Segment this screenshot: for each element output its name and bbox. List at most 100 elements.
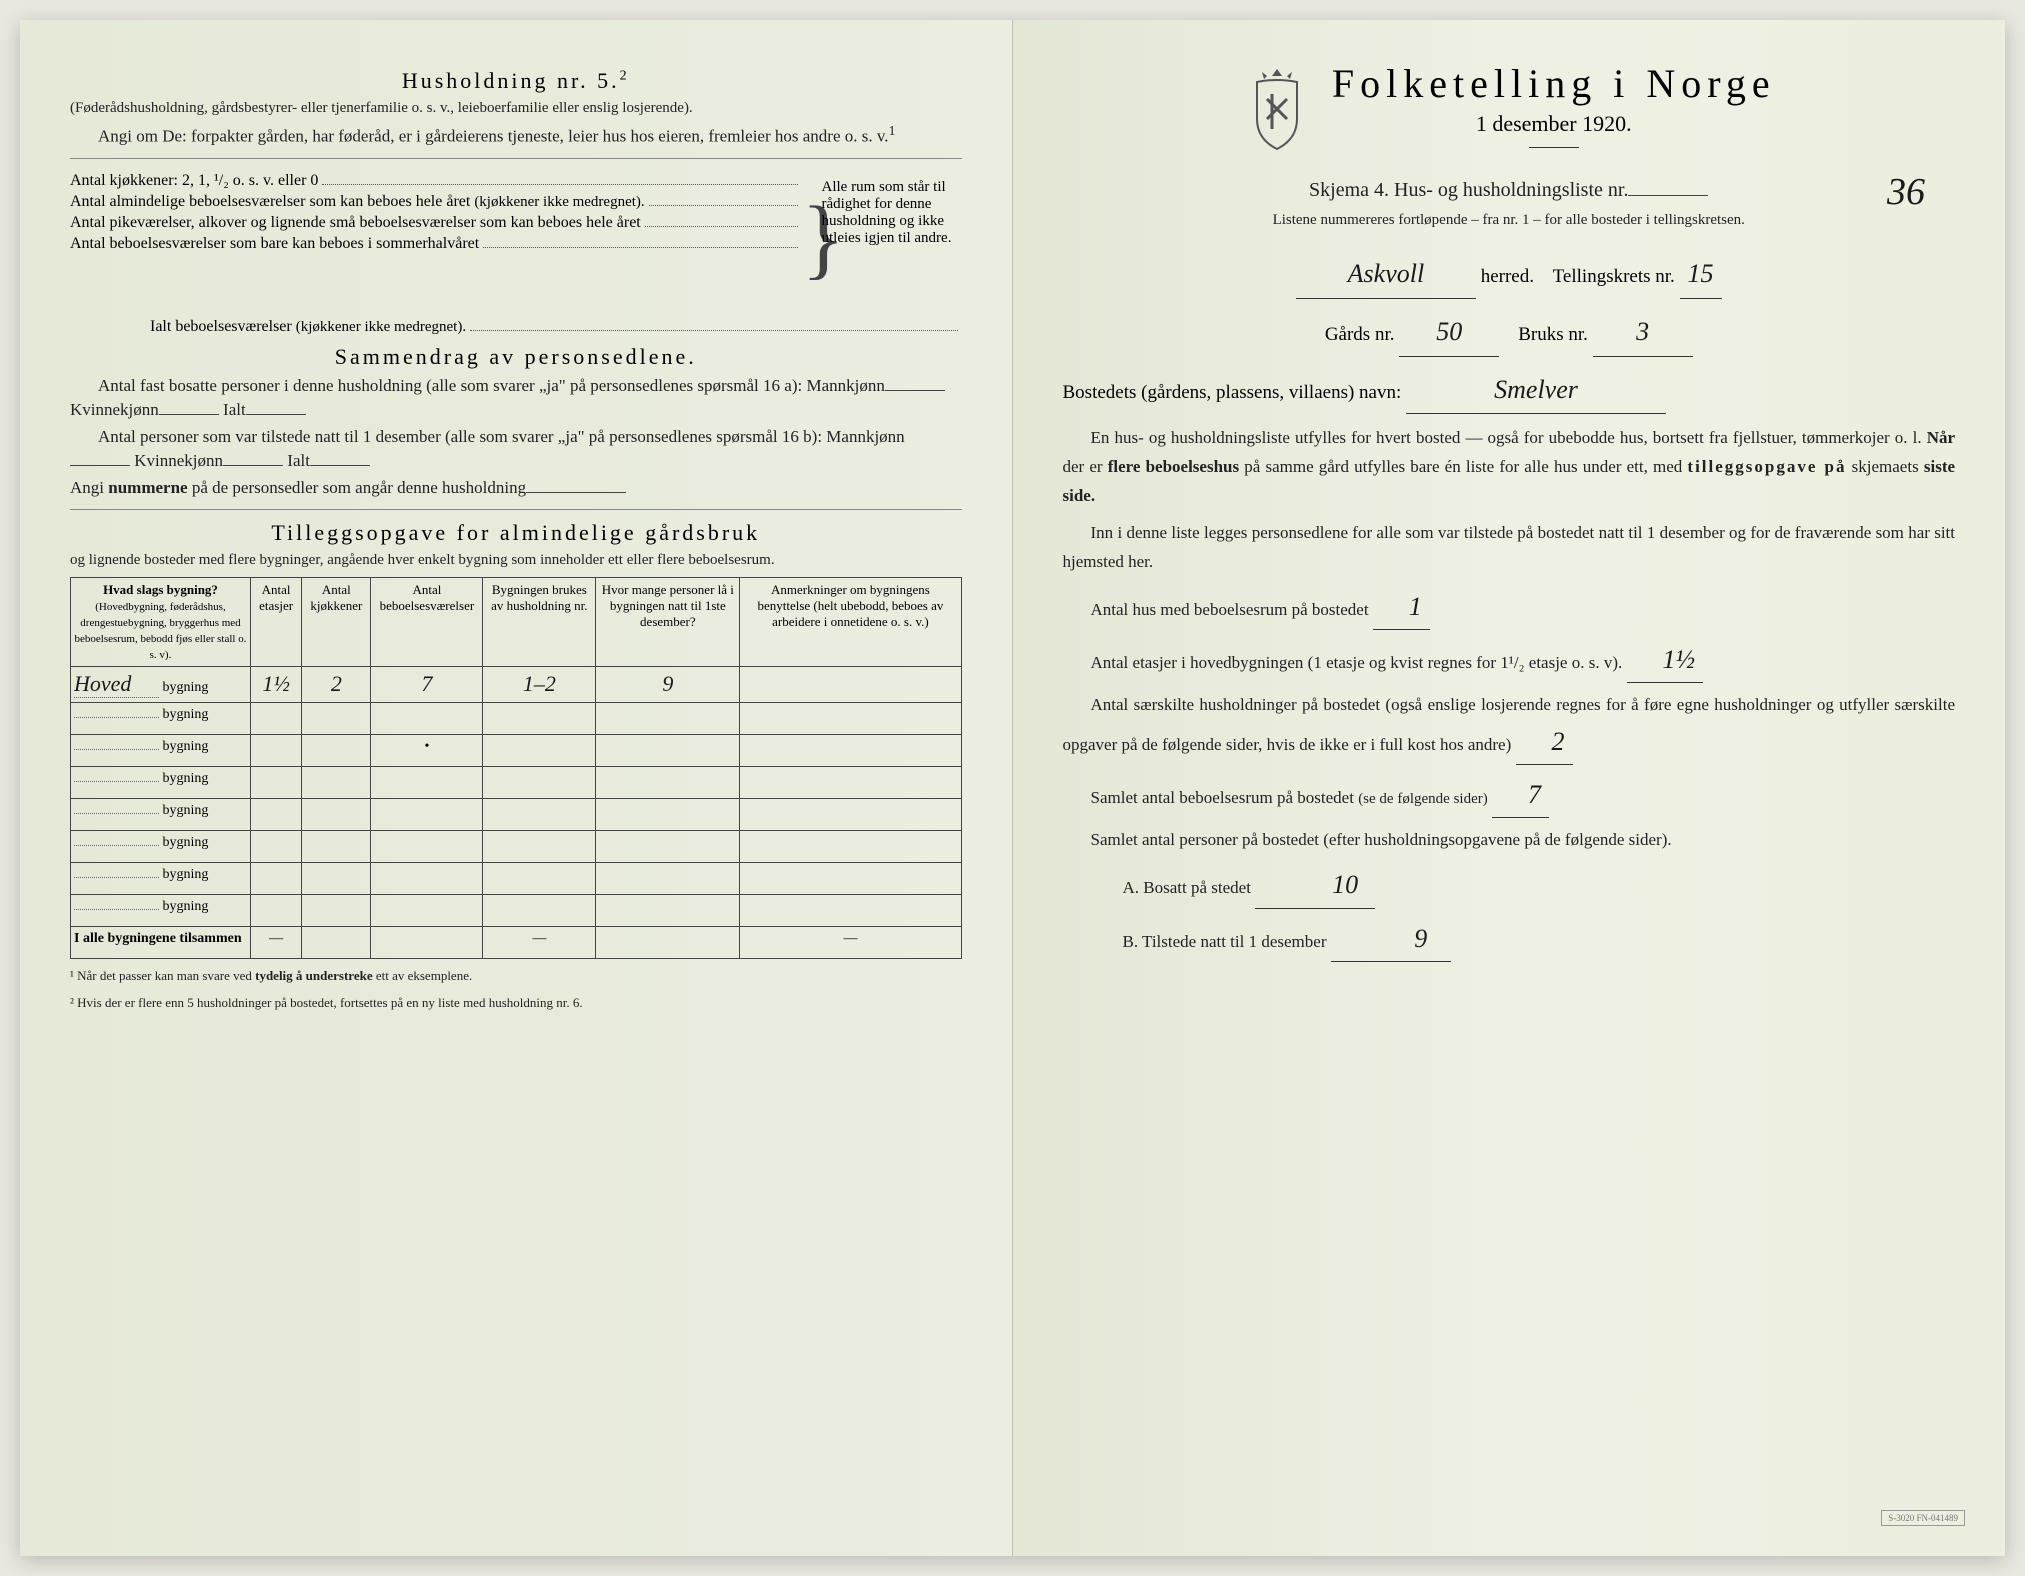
rooms2-row: Antal pikeværelser, alkover og lignende … [70,211,802,232]
angi-text: Angi om De: forpakter gården, har føderå… [98,127,889,146]
angi-num-rest: på de personsedler som angår denne husho… [192,478,526,497]
sam-ialt: Ialt [223,400,246,419]
right-page: Folketelling i Norge 1 desember 1920. 36… [1013,20,2006,1556]
dots [322,169,797,185]
p1-b3: tilleggsopgave på [1687,457,1846,476]
cell [740,831,961,863]
cell-type: bygning [71,799,251,831]
fill [70,465,130,466]
angi-num-line: Angi nummerne på de personsedler som ang… [70,476,962,500]
q4-row: Samlet antal beboelsesrum på bostedet (s… [1063,773,1956,818]
cell [483,767,596,799]
qA-row: A. Bosatt på stedet 10 [1063,863,1956,908]
cell [740,799,961,831]
bracket-note: Alle rum som står til rådighet for denne… [822,169,962,309]
cell [483,799,596,831]
cell-type: bygning [71,735,251,767]
blank [74,781,159,782]
cell [251,767,302,799]
separator [70,509,962,510]
cell [596,767,740,799]
listene-note: Listene nummereres fortløpende – fra nr.… [1063,210,1956,231]
sam-line1: Antal fast bosatte personer i denne hush… [70,374,962,422]
cell [371,703,483,735]
fn1-bold: tydelig å understreke [255,968,372,983]
cell [251,799,302,831]
p1-b1: Når [1927,428,1955,447]
cell [596,831,740,863]
p1-text: En hus- og husholdningsliste utfylles fo… [1091,428,1922,447]
cell [251,895,302,927]
sam1-text: Antal fast bosatte personer i denne hush… [98,376,885,395]
blank [74,845,159,846]
fn1-text: ¹ Når det passer kan man svare ved [70,968,252,983]
th-anmerk: Anmerkninger om bygningens benyttelse (h… [740,578,961,667]
fill [526,492,626,493]
cell [483,831,596,863]
q1-label: Antal hus med beboelsesrum på bostedet [1091,600,1369,619]
left-page: Husholdning nr. 5.2 (Føderådshusholdning… [20,20,1013,1556]
cell: 9 [596,667,740,703]
row-suffix: bygning [163,771,209,786]
table-row: bygning [71,895,962,927]
table-row: Hoved bygning 1½ 2 7 1–2 9 [71,667,962,703]
angi-sup: 1 [889,124,896,139]
q4-note: (se de følgende sider) [1358,791,1488,807]
title-divider [1529,147,1579,148]
table-row: bygning [71,799,962,831]
fill [159,414,219,415]
footnote-1: ¹ Når det passer kan man svare ved tydel… [70,967,962,985]
th-kjokkener: Antal kjøkkener [302,578,371,667]
table-total-row: I alle bygningene tilsammen — — — [71,927,962,959]
husholdning-heading: Husholdning nr. 5.2 [70,68,962,94]
cell [302,927,371,959]
gards-row: Gårds nr. 50 Bruks nr. 3 [1063,309,1956,357]
rooms2-label: Antal pikeværelser, alkover og lignende … [70,214,641,232]
skjema-line: Skjema 4. Hus- og husholdningsliste nr. [1063,176,1956,204]
q2-value: 1½ [1627,638,1704,683]
hush-subtext: (Føderådshusholdning, gårdsbestyrer- ell… [70,98,962,119]
rooms1-text: Antal almindelige beboelsesværelser som … [70,193,470,210]
subtitle: 1 desember 1920. [1332,111,1776,137]
qB-label: B. Tilstede natt til 1 desember [1123,932,1327,951]
angi-line: Angi om De: forpakter gården, har føderå… [70,122,962,148]
rooms-total-note: (kjøkkener ikke medregnet). [296,319,466,335]
total-label: I alle bygningene tilsammen [71,927,251,959]
table-row: bygning [71,703,962,735]
cell [371,895,483,927]
q4-value: 7 [1492,773,1549,818]
cell-type: bygning [71,703,251,735]
sam-kvin2: Kvinnekjønn [134,451,223,470]
row-suffix: bygning [163,835,209,850]
kitchen-label: Antal kjøkkener: 2, 1, ¹/₂ o. s. v. elle… [70,172,318,190]
rooms-total-text: Ialt beboelsesværelser [150,318,292,335]
q3-label: Antal særskilte husholdninger på bostede… [1063,695,1956,754]
dash: — [483,927,596,959]
th-personer: Hvor mange personer lå i bygningen natt … [596,578,740,667]
herred-row: Askvoll herred. Tellingskrets nr. 15 [1063,251,1956,299]
q4-label: Samlet antal beboelsesrum på bostedet [1091,788,1354,807]
cell [371,927,483,959]
cell [302,767,371,799]
cell [483,863,596,895]
cell [483,735,596,767]
cell [371,863,483,895]
cell [483,703,596,735]
dots [649,190,798,206]
cell [302,735,371,767]
th-vaerelser: Antal beboelsesværelser [371,578,483,667]
angi-num: Angi [70,478,104,497]
table-row: bygning [71,831,962,863]
dots [483,232,797,248]
footnote-2: ² Hvis der er flere enn 5 husholdninger … [70,994,962,1012]
fill [310,465,370,466]
table-body: Hoved bygning 1½ 2 7 1–2 9 bygning bygni… [71,667,962,959]
row-suffix: bygning [163,680,209,695]
gards-value: 50 [1399,309,1499,357]
q5-row: Samlet antal personer på bostedet (efter… [1063,826,1956,855]
qB-value: 9 [1331,917,1451,962]
cell [596,799,740,831]
cell [740,735,961,767]
tillegg-heading: Tilleggsopgave for almindelige gårdsbruk [70,520,962,546]
bosted-label: Bostedets (gårdens, plassens, villaens) … [1063,382,1402,403]
